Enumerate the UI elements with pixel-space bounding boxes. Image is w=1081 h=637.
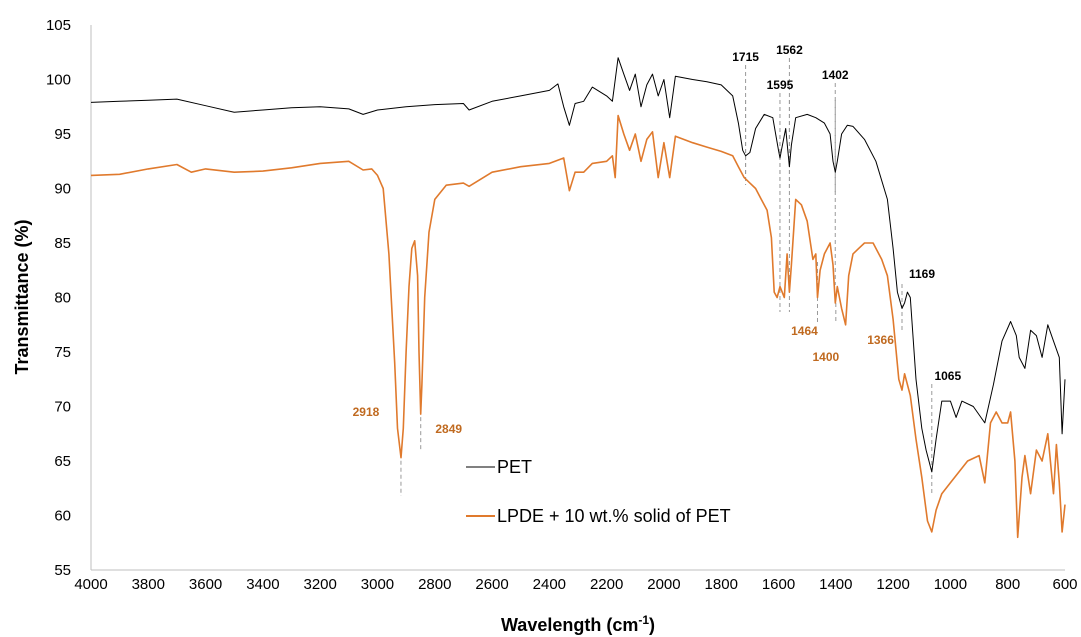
peak-label: 1400 — [812, 350, 839, 364]
y-tick-label: 70 — [54, 399, 71, 416]
x-tick-label: 2800 — [418, 576, 451, 593]
y-tick-label: 100 — [46, 72, 71, 89]
x-tick-label: 1400 — [819, 576, 852, 593]
y-tick-label: 80 — [54, 290, 71, 307]
peak-label: 1366 — [867, 333, 894, 347]
x-axis-title: Wavelength (cm-1) — [501, 613, 655, 635]
peak-label: 2918 — [353, 405, 380, 419]
peak-label: 1402 — [822, 68, 849, 82]
x-tick-label: 600 — [1052, 576, 1077, 593]
peak-label: 1169 — [909, 267, 935, 281]
peak-annotations: 1715 1595 1562 1402 1169 1065 2918 2849 1464 1400… — [353, 43, 962, 436]
peak-label: 1595 — [767, 78, 794, 92]
x-tick-label: 1600 — [762, 576, 795, 593]
y-tick-label: 90 — [54, 181, 71, 198]
legend: PET LPDE + 10 wt.% solid of PET — [466, 457, 731, 526]
x-axis-title-end: ) — [649, 615, 655, 635]
peak-label: 1065 — [934, 369, 961, 383]
x-tick-labels: 4000 3800 3600 3400 3200 3000 2800 2600 2400 2200… — [74, 576, 1077, 593]
peak-label: 1562 — [776, 43, 803, 57]
series-layer — [90, 57, 1066, 539]
x-tick-label: 3400 — [246, 576, 279, 593]
y-tick-label: 95 — [54, 126, 71, 143]
series-line-pet — [90, 57, 1066, 473]
y-tick-label: 75 — [54, 344, 71, 361]
axes — [90, 25, 1065, 571]
legend-label-lpde: LPDE + 10 wt.% solid of PET — [497, 506, 731, 526]
legend-label-pet: PET — [497, 457, 532, 477]
x-tick-label: 2000 — [647, 576, 680, 593]
peak-label: 1464 — [791, 324, 818, 338]
annotation-guides — [400, 58, 933, 496]
y-tick-label: 85 — [54, 235, 71, 252]
x-tick-label: 4000 — [74, 576, 107, 593]
peak-label: 1715 — [732, 50, 759, 64]
x-tick-label: 1000 — [934, 576, 967, 593]
x-tick-label: 3600 — [189, 576, 222, 593]
series-line-lpde — [90, 114, 1066, 539]
x-tick-label: 1200 — [876, 576, 909, 593]
y-tick-label: 60 — [54, 508, 71, 525]
x-axis-title-main: Wavelength (cm — [501, 615, 638, 635]
x-tick-label: 1800 — [705, 576, 738, 593]
x-tick-label: 3200 — [303, 576, 336, 593]
x-tick-label: 3800 — [132, 576, 165, 593]
y-tick-label: 105 — [46, 17, 71, 34]
y-axis-title: Transmittance (%) — [12, 219, 32, 374]
x-tick-label: 3000 — [361, 576, 394, 593]
y-tick-label: 55 — [54, 562, 71, 579]
peak-label: 2849 — [435, 422, 462, 436]
x-tick-label: 2600 — [475, 576, 508, 593]
x-tick-label: 800 — [995, 576, 1020, 593]
y-tick-labels: 55 60 65 70 75 80 85 90 95 100 105 — [46, 17, 71, 579]
x-tick-label: 2400 — [533, 576, 566, 593]
y-tick-label: 65 — [54, 453, 71, 470]
x-tick-label: 2200 — [590, 576, 623, 593]
x-axis-title-sup: -1 — [638, 613, 649, 627]
